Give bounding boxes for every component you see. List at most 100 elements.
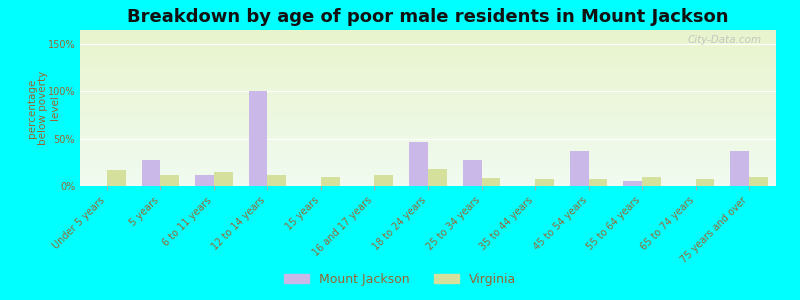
Bar xyxy=(80,36,776,38)
Bar xyxy=(80,170,776,172)
Y-axis label: percentage
below poverty
level: percentage below poverty level xyxy=(26,71,60,145)
Bar xyxy=(80,155,776,156)
Bar xyxy=(80,181,776,183)
Bar xyxy=(80,30,776,31)
Bar xyxy=(750,178,768,186)
Bar xyxy=(80,114,776,116)
Bar xyxy=(80,110,776,111)
Bar xyxy=(462,160,482,186)
Bar xyxy=(80,63,776,64)
Bar xyxy=(80,68,776,69)
Bar xyxy=(195,175,214,186)
Text: City-Data.com: City-Data.com xyxy=(688,35,762,45)
Bar xyxy=(267,175,286,186)
Bar xyxy=(80,138,776,139)
Bar xyxy=(80,124,776,125)
Bar xyxy=(80,183,776,184)
Bar xyxy=(80,58,776,60)
Bar xyxy=(80,142,776,144)
Bar xyxy=(80,56,776,58)
Bar xyxy=(80,130,776,131)
Bar xyxy=(80,74,776,75)
Bar xyxy=(80,169,776,170)
Bar xyxy=(80,47,776,49)
Bar xyxy=(80,94,776,95)
Bar xyxy=(80,147,776,148)
Bar xyxy=(80,105,776,106)
Bar xyxy=(482,178,500,186)
Bar xyxy=(410,142,428,186)
Bar xyxy=(80,91,776,92)
Bar xyxy=(80,50,776,52)
Bar xyxy=(80,177,776,178)
Bar xyxy=(80,92,776,94)
Bar xyxy=(80,44,776,46)
Bar xyxy=(80,80,776,82)
Bar xyxy=(80,77,776,78)
Bar xyxy=(730,151,750,186)
Bar xyxy=(249,92,267,186)
Bar xyxy=(80,136,776,138)
Bar xyxy=(642,176,661,186)
Title: Breakdown by age of poor male residents in Mount Jackson: Breakdown by age of poor male residents … xyxy=(127,8,729,26)
Bar xyxy=(106,170,126,186)
Bar xyxy=(80,38,776,39)
Bar xyxy=(80,35,776,36)
Bar xyxy=(80,175,776,177)
Bar xyxy=(160,175,179,186)
Bar xyxy=(80,160,776,161)
Bar xyxy=(80,95,776,97)
Bar xyxy=(80,127,776,128)
Bar xyxy=(80,133,776,134)
Bar xyxy=(80,116,776,117)
Bar xyxy=(80,184,776,186)
Bar xyxy=(80,103,776,105)
Bar xyxy=(80,82,776,83)
Bar xyxy=(623,181,642,186)
Bar xyxy=(80,161,776,163)
Bar xyxy=(80,53,776,55)
Bar xyxy=(80,173,776,175)
Bar xyxy=(570,151,589,186)
Bar xyxy=(374,175,394,186)
Bar xyxy=(80,139,776,141)
Bar xyxy=(80,119,776,121)
Bar xyxy=(80,153,776,155)
Bar xyxy=(80,102,776,103)
Bar xyxy=(80,78,776,80)
Bar xyxy=(589,179,607,186)
Bar xyxy=(80,122,776,124)
Bar xyxy=(80,49,776,50)
Bar xyxy=(80,152,776,153)
Bar xyxy=(80,64,776,66)
Bar xyxy=(80,41,776,43)
Bar xyxy=(80,117,776,119)
Bar xyxy=(80,75,776,77)
Bar xyxy=(80,86,776,88)
Bar xyxy=(80,33,776,35)
Bar xyxy=(80,134,776,136)
Bar xyxy=(80,66,776,68)
Bar xyxy=(80,52,776,53)
Bar xyxy=(80,89,776,91)
Bar xyxy=(80,32,776,33)
Bar xyxy=(80,128,776,130)
Bar xyxy=(321,178,340,186)
Bar xyxy=(214,172,233,186)
Bar xyxy=(80,46,776,47)
Bar xyxy=(80,121,776,122)
Bar xyxy=(80,83,776,85)
Bar xyxy=(80,111,776,113)
Bar xyxy=(80,156,776,158)
Bar xyxy=(80,150,776,152)
Bar xyxy=(80,131,776,133)
Bar xyxy=(80,158,776,160)
Bar xyxy=(80,106,776,108)
Bar xyxy=(80,125,776,127)
Bar xyxy=(80,144,776,146)
Bar xyxy=(80,164,776,166)
Bar xyxy=(80,69,776,70)
Bar xyxy=(80,167,776,169)
Bar xyxy=(142,160,160,186)
Bar xyxy=(80,55,776,56)
